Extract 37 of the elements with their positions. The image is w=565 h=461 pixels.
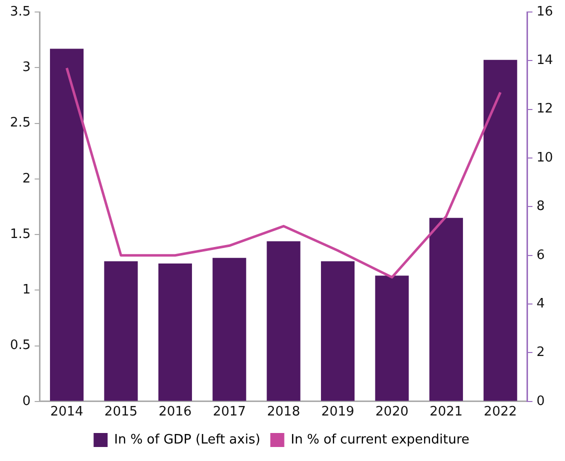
y2-tick-label: 0 — [536, 394, 545, 409]
x-tick-label: 2015 — [104, 404, 138, 420]
x-tick-label: 2018 — [267, 404, 300, 420]
y2-tick-label: 4 — [536, 296, 545, 312]
y-tick-label: 1 — [22, 282, 31, 298]
y2-tick-label: 16 — [536, 4, 554, 20]
bar — [266, 241, 300, 401]
x-tick-label: 2021 — [430, 404, 463, 420]
bar — [429, 218, 463, 401]
bar — [320, 261, 355, 401]
y-tick-label: 3.5 — [10, 4, 31, 20]
bar — [212, 258, 246, 401]
y2-tick-label: 2 — [536, 345, 545, 360]
bar — [375, 276, 409, 401]
x-tick-label: 2022 — [484, 404, 517, 420]
y2-tick-label: 8 — [536, 199, 545, 214]
bar — [484, 60, 518, 401]
x-tick-label: 2016 — [158, 404, 192, 420]
x-tick-label: 2017 — [212, 404, 246, 420]
bar — [50, 48, 84, 401]
y2-tick-label: 6 — [536, 248, 545, 263]
legend-label: In % of GDP (Left axis) — [114, 432, 260, 448]
y-tick-label: 0.5 — [10, 338, 31, 354]
y2-tick-label: 14 — [536, 53, 554, 68]
y-tick-label: 2.5 — [10, 116, 31, 131]
y-tick-label: 2 — [22, 171, 31, 186]
x-tick-label: 2019 — [321, 404, 354, 420]
bar — [158, 263, 192, 401]
y-tick-label: 3 — [22, 60, 31, 76]
bar — [104, 261, 138, 401]
y-tick-label: 0 — [22, 394, 31, 409]
y2-tick-label: 12 — [536, 102, 554, 117]
y2-tick-label: 10 — [536, 150, 554, 166]
x-tick-label: 2020 — [375, 404, 409, 420]
y-tick-label: 1.5 — [10, 226, 31, 242]
legend-label: In % of current expenditure — [290, 432, 470, 448]
x-tick-label: 2014 — [50, 404, 84, 420]
